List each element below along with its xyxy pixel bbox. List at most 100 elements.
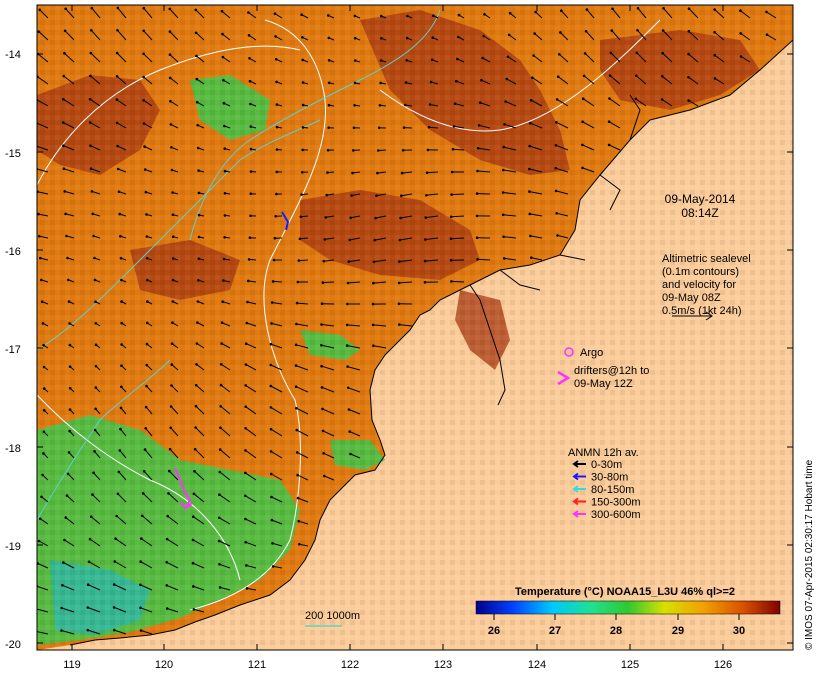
velocity-arrow — [143, 470, 153, 481]
velocity-arrow — [41, 496, 49, 503]
velocity-arrowhead — [68, 386, 72, 390]
x-tick-label: 123 — [434, 659, 452, 671]
velocity-arrowhead — [223, 236, 226, 239]
velocity-arrowhead — [37, 562, 40, 565]
velocity-arrowhead — [607, 120, 611, 123]
velocity-arrowhead — [399, 216, 402, 220]
velocity-arrowhead — [41, 473, 44, 477]
velocity-arrow — [375, 215, 387, 219]
velocity-arrow — [688, 100, 699, 107]
velocity-arrowhead — [244, 471, 247, 475]
x-axis-labels: 119 120 121 122 123 124 125 126 — [63, 659, 732, 671]
anmn-legend-label: 150-300m — [591, 497, 641, 509]
velocity-arrowhead — [144, 405, 148, 409]
velocity-arrowhead — [295, 406, 298, 410]
velocity-arrowhead — [171, 278, 175, 282]
velocity-arrow — [612, 8, 621, 19]
velocity-arrowhead — [90, 29, 93, 32]
velocity-arrowhead — [532, 54, 535, 57]
velocity-arrowhead — [326, 171, 329, 174]
velocity-arrow — [324, 237, 335, 240]
velocity-arrow — [529, 191, 543, 195]
velocity-arrowhead — [452, 125, 456, 128]
velocity-arrow — [64, 190, 75, 195]
velocity-arrowhead — [170, 168, 174, 172]
velocity-arrow — [114, 561, 127, 569]
velocity-arrowhead — [89, 167, 93, 170]
velocity-arrow — [116, 122, 127, 129]
velocity-arrow — [140, 561, 153, 569]
velocity-arrowhead — [115, 121, 119, 125]
velocity-arrow — [272, 302, 283, 305]
velocity-arrow — [350, 215, 361, 219]
velocity-arrowhead — [244, 384, 247, 387]
velocity-arrow — [766, 11, 777, 19]
velocity-arrowhead — [349, 216, 353, 220]
velocity-arrowhead — [37, 539, 41, 543]
velocity-arrow — [167, 515, 179, 525]
velocity-arrow — [194, 470, 205, 481]
velocity-arrowhead — [301, 81, 305, 84]
velocity-arrowhead — [425, 171, 429, 174]
velocity-arrow — [193, 585, 205, 591]
velocity-arrow — [348, 259, 361, 263]
velocity-arrowhead — [581, 143, 584, 147]
velocity-arrowhead — [41, 322, 45, 325]
velocity-arrowhead — [249, 192, 253, 195]
velocity-arrowhead — [378, 104, 382, 107]
velocity-arrowhead — [374, 216, 377, 220]
velocity-arrowhead — [165, 607, 169, 610]
velocity-arrow — [583, 75, 595, 85]
velocity-arrowhead — [88, 121, 92, 124]
velocity-arrowhead — [451, 147, 455, 151]
velocity-arrow — [481, 79, 491, 85]
velocity-arrowhead — [220, 9, 224, 13]
x-tick-label: 122 — [341, 659, 359, 671]
velocity-arrow — [296, 407, 309, 415]
sealevel-contours — [37, 19, 661, 611]
velocity-arrowhead — [65, 494, 69, 497]
velocity-arrowhead — [270, 301, 274, 304]
velocity-arrow — [425, 259, 439, 262]
velocity-arrowhead — [427, 125, 431, 129]
velocity-arrow — [503, 169, 517, 173]
velocity-arrowhead — [455, 79, 458, 83]
velocity-arrow — [245, 541, 257, 547]
velocity-arrow — [271, 496, 283, 503]
velocity-arrow — [299, 543, 309, 547]
velocity-arrowhead — [170, 342, 174, 346]
velocity-arrow — [271, 473, 283, 481]
velocity-arrowhead — [483, 13, 486, 16]
velocity-arrowhead — [346, 365, 349, 368]
velocity-arrow — [66, 495, 75, 503]
velocity-arrowhead — [607, 143, 611, 147]
velocity-arrow — [245, 343, 257, 349]
velocity-arrow — [245, 427, 257, 437]
velocity-arrow — [143, 123, 153, 129]
velocity-arrowhead — [221, 55, 225, 59]
velocity-arrowhead — [64, 516, 68, 519]
velocity-arrowhead — [222, 257, 226, 261]
velocity-arrow — [529, 168, 543, 173]
velocity-arrow — [89, 122, 101, 129]
velocity-arrowhead — [171, 321, 174, 325]
velocity-arrowhead — [295, 428, 299, 432]
velocity-arrowhead — [94, 343, 98, 347]
velocity-arrow — [296, 451, 309, 459]
velocity-arrowhead — [34, 630, 37, 633]
velocity-arrow — [586, 9, 595, 19]
isobath-legend-label: 200 1000m — [305, 610, 360, 622]
velocity-arrowhead — [223, 147, 226, 150]
velocity-arrowhead — [609, 51, 613, 55]
velocity-arrow — [556, 212, 569, 217]
velocity-arrow — [609, 98, 621, 107]
velocity-arrow — [140, 584, 153, 591]
velocity-arrowhead — [502, 145, 506, 149]
velocity-arrowhead — [662, 7, 665, 10]
velocity-arrow — [451, 193, 465, 196]
velocity-arrowhead — [244, 342, 248, 346]
velocity-arrowhead — [457, 13, 461, 17]
velocity-arrowhead — [478, 101, 482, 104]
velocity-arrow — [740, 32, 751, 41]
velocity-arrow — [169, 54, 179, 63]
